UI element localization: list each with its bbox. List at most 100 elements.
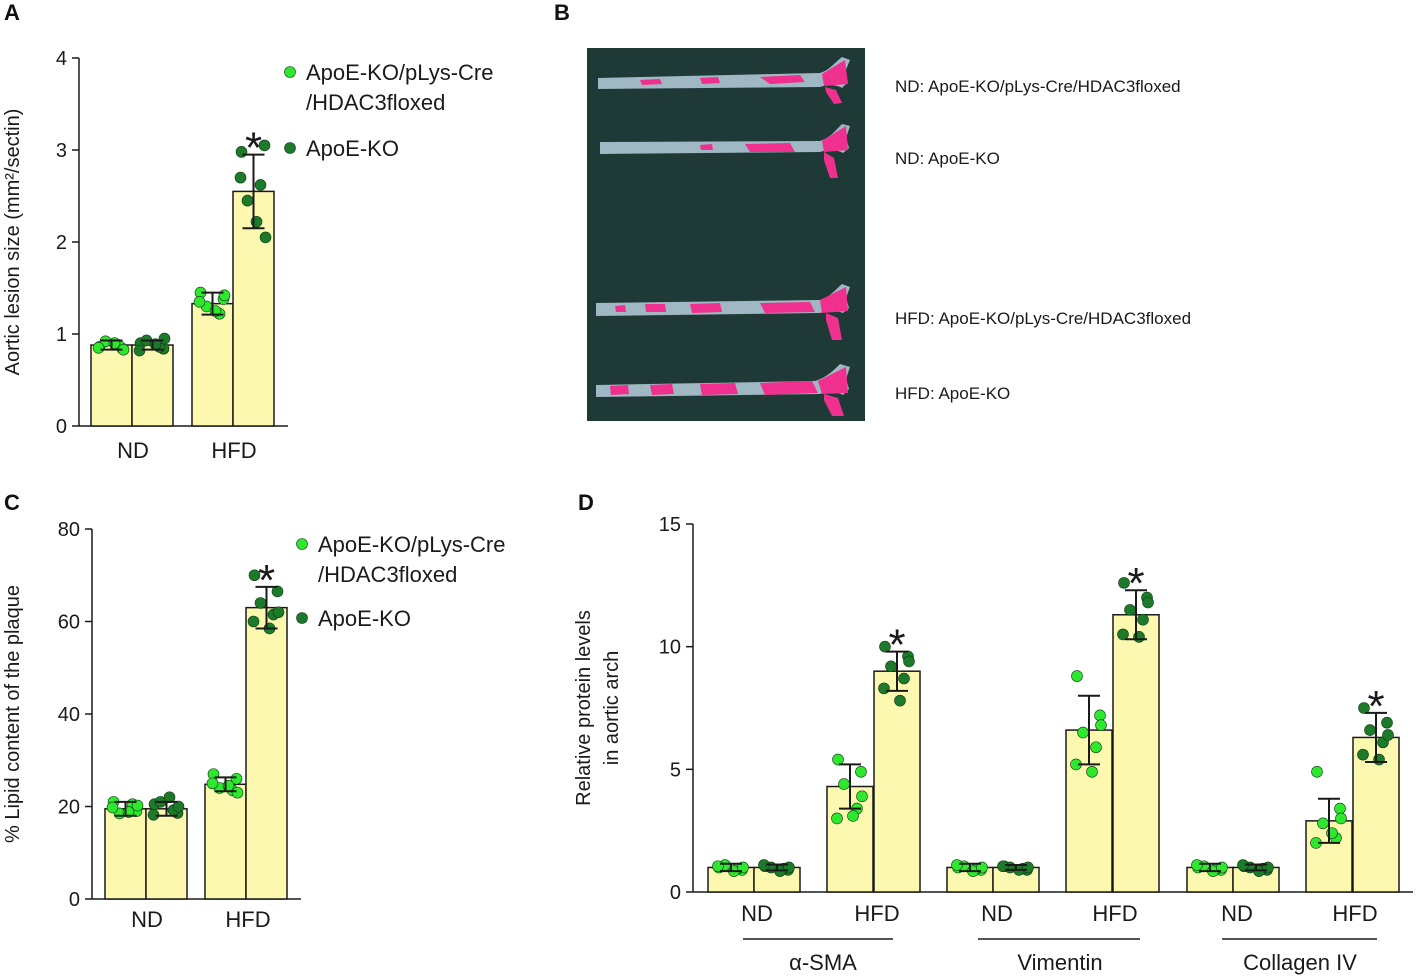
data-point xyxy=(1335,812,1347,825)
data-point xyxy=(234,171,247,184)
significance-star: * xyxy=(245,124,262,173)
aorta-label-nd-hdac3: ND: ApoE-KO/pLys-Cre/HDAC3floxed xyxy=(895,77,1181,96)
data-point xyxy=(856,790,868,803)
bar xyxy=(1112,614,1160,893)
panel-letter-d: D xyxy=(578,490,594,515)
data-point xyxy=(158,332,171,345)
y-tick-label: 80 xyxy=(58,519,80,541)
x-category-label: ND xyxy=(741,901,773,926)
data-point xyxy=(248,569,261,582)
legend-marker xyxy=(296,612,308,624)
data-point xyxy=(241,194,254,207)
x-category-label: HFD xyxy=(1332,901,1377,926)
y-axis-label: Aortic lesion size (mm²/sectin) xyxy=(2,109,24,376)
bar xyxy=(873,670,921,893)
x-category-label: ND xyxy=(981,901,1013,926)
data-point xyxy=(259,231,272,244)
y-tick-label: 3 xyxy=(56,140,67,162)
data-point xyxy=(230,772,243,785)
panel-letter-a: A xyxy=(4,0,20,25)
data-point xyxy=(258,139,271,152)
data-point xyxy=(206,777,219,790)
data-point xyxy=(855,765,867,778)
bar xyxy=(145,808,188,900)
bar xyxy=(104,808,147,900)
y-tick-label: 1 xyxy=(56,324,67,346)
legend-label: ApoE-KO/pLys-Cre xyxy=(306,60,493,85)
legend-label: /HDAC3floxed xyxy=(306,90,445,115)
aorta-specimen-3 xyxy=(596,284,850,340)
data-point xyxy=(1077,726,1089,739)
data-point xyxy=(1117,628,1129,641)
data-point xyxy=(1137,613,1149,626)
y-tick-label: 0 xyxy=(670,882,681,904)
data-point xyxy=(1357,748,1369,761)
data-point xyxy=(847,810,859,822)
data-point xyxy=(832,753,844,766)
x-group-label: Collagen IV xyxy=(1243,950,1357,975)
y-axis-label: % Lipid content of the plaque xyxy=(2,585,24,843)
data-point xyxy=(903,655,915,668)
y-tick-label: 0 xyxy=(56,416,67,438)
data-point xyxy=(92,341,105,354)
aorta-specimen-1 xyxy=(598,57,850,104)
data-point xyxy=(1086,765,1098,778)
panel-letter-b: B xyxy=(554,0,570,25)
data-point xyxy=(1095,719,1107,731)
x-group-label: Vimentin xyxy=(1017,950,1102,975)
bar xyxy=(90,344,133,427)
y-tick-label: 40 xyxy=(58,704,80,726)
data-point xyxy=(879,640,891,653)
data-point xyxy=(231,786,244,799)
data-point xyxy=(838,778,850,790)
chart-c-lipid-content: 0 20 40 60 80 % Lipid content of the plaque * N… xyxy=(2,519,505,932)
data-point xyxy=(712,860,724,873)
legend-marker xyxy=(296,538,308,550)
data-point xyxy=(1317,817,1329,830)
significance-star: * xyxy=(258,556,275,605)
bar xyxy=(204,783,247,900)
legend-label: ApoE-KO/pLys-Cre xyxy=(318,532,505,557)
data-point xyxy=(272,606,285,619)
y-tick-label: 10 xyxy=(659,637,681,659)
data-point xyxy=(1118,577,1130,589)
data-point xyxy=(254,179,267,191)
aorta-label-hfd-hdac3: HFD: ApoE-KO/pLys-Cre/HDAC3floxed xyxy=(895,309,1191,328)
data-point xyxy=(1094,709,1106,722)
data-point xyxy=(1022,861,1034,874)
aorta-label-hfd-apoe: HFD: ApoE-KO xyxy=(895,384,1010,403)
y-tick-label: 0 xyxy=(69,889,80,911)
data-point xyxy=(1191,859,1203,871)
data-point xyxy=(172,800,185,813)
data-point xyxy=(898,672,910,685)
y-tick-label: 4 xyxy=(56,48,67,70)
significance-star: * xyxy=(888,621,905,670)
legend-label: /HDAC3floxed xyxy=(318,562,457,587)
aorta-label-nd-apoe: ND: ApoE-KO xyxy=(895,149,1000,168)
legend-marker xyxy=(284,66,296,78)
data-point xyxy=(831,812,843,825)
legend-label: ApoE-KO xyxy=(306,136,399,161)
data-point xyxy=(1142,596,1154,609)
bar xyxy=(191,302,234,427)
chart-d-protein-levels: 0 5 10 15 Relative protein levels in aortic a… xyxy=(573,514,1413,975)
legend-label: ApoE-KO xyxy=(318,606,411,631)
y-axis-label: in aortic arch xyxy=(601,651,623,766)
y-axis-label: Relative protein levels xyxy=(573,610,595,806)
data-point xyxy=(894,694,906,707)
x-category-label: ND xyxy=(117,438,149,463)
x-category-label: HFD xyxy=(225,907,270,932)
aorta-en-face-image xyxy=(587,48,865,421)
y-tick-label: 15 xyxy=(659,514,681,536)
x-category-label: HFD xyxy=(211,438,256,463)
x-category-label: HFD xyxy=(1092,901,1137,926)
data-point xyxy=(1311,765,1323,778)
x-category-label: ND xyxy=(131,907,163,932)
data-point xyxy=(106,801,119,814)
data-point xyxy=(1071,670,1083,682)
significance-star: * xyxy=(1127,559,1144,608)
y-tick-label: 5 xyxy=(670,759,681,781)
data-point xyxy=(1382,729,1394,741)
panel-letter-c: C xyxy=(4,490,20,515)
legend-marker xyxy=(284,142,296,154)
